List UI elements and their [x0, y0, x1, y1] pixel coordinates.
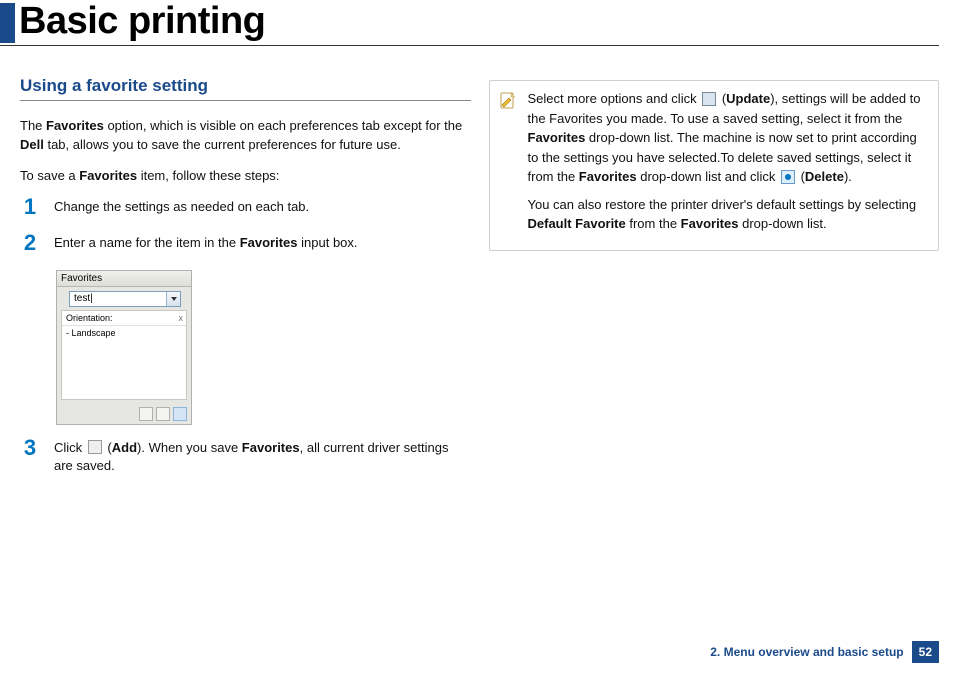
list-item: - Landscape	[62, 326, 186, 340]
intro-paragraph-1: The Favorites option, which is visible o…	[20, 117, 471, 155]
content-area: Using a favorite setting The Favorites o…	[0, 46, 954, 492]
text: (	[797, 169, 805, 184]
note-body: Select more options and click (Update), …	[528, 89, 929, 242]
text-bold: Default Favorite	[528, 216, 626, 231]
left-column: Using a favorite setting The Favorites o…	[20, 76, 471, 492]
list-item: Orientation: x	[62, 311, 186, 326]
favorites-settings-list: Orientation: x - Landscape	[61, 310, 187, 400]
text: You can also restore the printer driver'…	[528, 197, 917, 212]
text-bold: Favorites	[242, 440, 300, 455]
title-accent-bar	[0, 3, 15, 43]
text-bold: Favorites	[240, 235, 298, 250]
right-column: Select more options and click (Update), …	[489, 76, 940, 492]
page-footer: 2. Menu overview and basic setup 52	[710, 641, 939, 663]
add-icon-button[interactable]	[139, 407, 153, 421]
favorites-select-row: test|	[57, 287, 191, 310]
favorites-button-row	[57, 404, 191, 424]
text-bold: Favorites	[79, 168, 137, 183]
text: Orientation:	[66, 313, 113, 323]
title-bar: Basic printing	[0, 0, 939, 46]
page-title: Basic printing	[19, 0, 265, 45]
step-number: 3	[20, 437, 40, 459]
delete-icon-button[interactable]	[173, 407, 187, 421]
intro-paragraph-2: To save a Favorites item, follow these s…	[20, 167, 471, 186]
text: input box.	[298, 235, 358, 250]
step-number: 1	[20, 196, 40, 218]
text: from the	[626, 216, 681, 231]
update-icon-button[interactable]	[156, 407, 170, 421]
text-bold: Favorites	[46, 118, 104, 133]
delete-icon	[781, 170, 795, 184]
text-bold: Favorites	[528, 130, 586, 145]
text: (	[104, 440, 112, 455]
text-bold: Update	[726, 91, 770, 106]
text: Select more options and click	[528, 91, 701, 106]
section-heading: Using a favorite setting	[20, 76, 471, 101]
text-bold: Favorites	[579, 169, 637, 184]
steps-list: 1 Change the settings as needed on each …	[20, 198, 471, 477]
text: - Landscape	[66, 328, 116, 338]
text: tab, allows you to save the current pref…	[44, 137, 401, 152]
close-icon[interactable]: x	[179, 313, 184, 323]
step-number: 2	[20, 232, 40, 254]
text-bold: Favorites	[681, 216, 739, 231]
text-bold: Add	[112, 440, 137, 455]
text-bold: Dell	[20, 137, 44, 152]
text: The	[20, 118, 46, 133]
text: drop-down list and click	[637, 169, 779, 184]
text-bold: Delete	[805, 169, 844, 184]
text: ). When you save	[137, 440, 242, 455]
text: item, follow these steps:	[137, 168, 279, 183]
step-body: Click (Add). When you save Favorites, al…	[54, 439, 471, 477]
text: ).	[844, 169, 852, 184]
favorites-dropdown[interactable]: test|	[69, 291, 181, 307]
step-body: Change the settings as needed on each ta…	[54, 198, 471, 217]
favorites-dropdown-value: test|	[74, 293, 93, 304]
note-icon	[498, 91, 518, 242]
footer-page-number: 52	[912, 641, 939, 663]
update-icon	[702, 92, 716, 106]
text: Click	[54, 440, 86, 455]
favorites-widget: Favorites test| Orientation: x - Landsca…	[56, 270, 192, 425]
text: To save a	[20, 168, 79, 183]
note-block: Select more options and click (Update), …	[489, 80, 940, 251]
text: option, which is visible on each prefere…	[104, 118, 462, 133]
note-paragraph-1: Select more options and click (Update), …	[528, 89, 929, 187]
footer-chapter: 2. Menu overview and basic setup	[710, 645, 903, 659]
step-1: 1 Change the settings as needed on each …	[20, 198, 471, 218]
favorites-widget-title: Favorites	[57, 271, 191, 287]
step-body: Enter a name for the item in the Favorit…	[54, 234, 471, 253]
note-paragraph-2: You can also restore the printer driver'…	[528, 195, 929, 234]
add-icon	[88, 440, 102, 454]
chevron-down-icon	[166, 292, 180, 306]
text: drop-down list.	[738, 216, 826, 231]
text: (	[718, 91, 726, 106]
text: Enter a name for the item in the	[54, 235, 240, 250]
step-2: 2 Enter a name for the item in the Favor…	[20, 234, 471, 254]
step-3: 3 Click (Add). When you save Favorites, …	[20, 439, 471, 477]
